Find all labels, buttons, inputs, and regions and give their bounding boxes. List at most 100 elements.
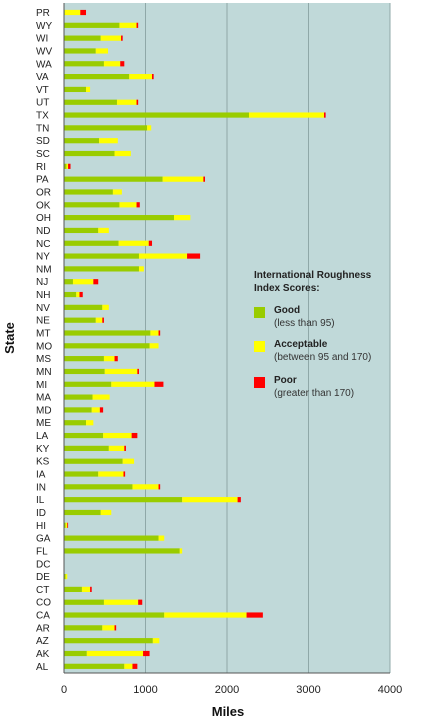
bar-segment-poor bbox=[80, 9, 87, 16]
bar-segment-acceptable bbox=[76, 291, 80, 298]
state-label: TX bbox=[36, 111, 49, 122]
state-label: NV bbox=[36, 303, 50, 314]
state-label: MD bbox=[36, 405, 52, 416]
bar-segment-acceptable bbox=[138, 266, 144, 272]
bar-segment-good bbox=[64, 368, 105, 375]
bar-segment-acceptable bbox=[64, 9, 81, 16]
bar-segment-acceptable bbox=[103, 356, 115, 362]
bar-segment-acceptable bbox=[118, 240, 149, 246]
bar-segment-poor bbox=[136, 99, 139, 105]
bar-segment-good bbox=[64, 202, 120, 208]
state-label: OH bbox=[36, 213, 51, 224]
bar-segment-good bbox=[64, 599, 104, 605]
bar-segment-acceptable bbox=[102, 304, 109, 310]
bar-segment-poor bbox=[131, 432, 138, 439]
bar-segment-poor bbox=[152, 74, 154, 80]
legend-items: Good (less than 95) Acceptable (between 95 … bbox=[254, 305, 371, 399]
bar-segment-good bbox=[64, 586, 82, 592]
x-tick-label: 1000 bbox=[133, 684, 157, 696]
bar-segment-good bbox=[64, 535, 159, 541]
bar-segment-acceptable bbox=[119, 202, 137, 208]
bar-segment-acceptable bbox=[158, 535, 165, 541]
bar-segment-acceptable bbox=[162, 176, 204, 182]
state-label: NE bbox=[36, 316, 50, 327]
bar-segment-good bbox=[64, 74, 130, 80]
bar-segment-poor bbox=[187, 253, 201, 259]
bar-segment-acceptable bbox=[129, 74, 153, 80]
bar-segment-good bbox=[64, 266, 139, 272]
x-axis-title: Miles bbox=[212, 704, 245, 719]
state-label: UT bbox=[36, 98, 49, 109]
bar-segment-acceptable bbox=[116, 99, 137, 105]
legend-label-acceptable: Acceptable bbox=[274, 339, 328, 350]
legend-swatch-acceptable bbox=[254, 341, 265, 352]
bar-segment-acceptable bbox=[98, 227, 109, 234]
bar-segment-good bbox=[64, 509, 101, 516]
state-label: AZ bbox=[36, 636, 49, 647]
state-label: MO bbox=[36, 341, 52, 352]
bar-segment-good bbox=[64, 304, 103, 310]
bar-segment-good bbox=[64, 330, 151, 336]
bar-segment-acceptable bbox=[86, 86, 91, 93]
bar-segment-acceptable bbox=[147, 125, 152, 131]
state-label: DC bbox=[36, 559, 50, 570]
bar-segment-good bbox=[64, 86, 87, 93]
state-label: SD bbox=[36, 136, 50, 147]
state-label: IA bbox=[36, 470, 46, 481]
bar-segment-good bbox=[64, 291, 77, 298]
bar-segment-acceptable bbox=[81, 586, 91, 592]
state-label: CT bbox=[36, 585, 49, 596]
bar-segment-good bbox=[64, 35, 101, 41]
legend-swatch-poor bbox=[254, 377, 265, 388]
bar-segment-acceptable bbox=[104, 368, 138, 375]
legend-title-line1: International Roughness bbox=[254, 270, 372, 281]
bar-segment-poor bbox=[137, 368, 139, 375]
y-axis-title: State bbox=[2, 322, 17, 354]
bar-segment-acceptable bbox=[164, 612, 247, 618]
state-label: GA bbox=[36, 534, 51, 545]
state-label: RI bbox=[36, 162, 46, 173]
bar-segment-poor bbox=[123, 471, 126, 477]
bar-segment-acceptable bbox=[149, 343, 159, 349]
state-label: NJ bbox=[36, 277, 48, 288]
bar-segment-good bbox=[64, 381, 112, 387]
bar-segment-good bbox=[64, 612, 165, 618]
bar-segment-acceptable bbox=[152, 638, 160, 644]
legend-label-poor: Poor bbox=[274, 375, 297, 386]
bar-segment-good bbox=[64, 356, 104, 362]
bar-segment-acceptable bbox=[99, 138, 118, 144]
bar-segment-good bbox=[64, 432, 104, 439]
bar-segment-good bbox=[64, 125, 148, 131]
state-label: MN bbox=[36, 367, 52, 378]
bar-segment-acceptable bbox=[66, 163, 69, 169]
state-label: NC bbox=[36, 239, 50, 250]
state-label: DE bbox=[36, 572, 50, 583]
bar-segment-poor bbox=[132, 663, 138, 669]
bar-segment-poor bbox=[148, 240, 153, 246]
bar-segment-poor bbox=[67, 522, 69, 528]
bar-segment-poor bbox=[114, 356, 118, 362]
bar-segment-acceptable bbox=[103, 599, 139, 605]
bar-segment-good bbox=[64, 548, 180, 554]
bar-segment-poor bbox=[68, 163, 71, 169]
bar-segment-poor bbox=[138, 599, 143, 605]
bar-segment-good bbox=[64, 471, 99, 477]
bar-segment-acceptable bbox=[179, 548, 183, 554]
bar-segment-good bbox=[64, 215, 175, 221]
bar-segment-good bbox=[64, 150, 115, 157]
state-label: MA bbox=[36, 393, 51, 404]
bar-segment-acceptable bbox=[95, 317, 103, 323]
state-label: ND bbox=[36, 226, 50, 237]
state-label: NM bbox=[36, 264, 52, 275]
bar-segment-good bbox=[64, 484, 133, 490]
bar-segment-poor bbox=[323, 112, 326, 118]
bar-segment-poor bbox=[237, 497, 241, 503]
state-label: CO bbox=[36, 598, 51, 609]
bar-segment-acceptable bbox=[249, 112, 324, 118]
state-label: VT bbox=[36, 85, 49, 96]
state-label: ME bbox=[36, 418, 51, 429]
legend-desc-good: (less than 95) bbox=[274, 318, 335, 329]
bar-segment-good bbox=[64, 163, 67, 169]
